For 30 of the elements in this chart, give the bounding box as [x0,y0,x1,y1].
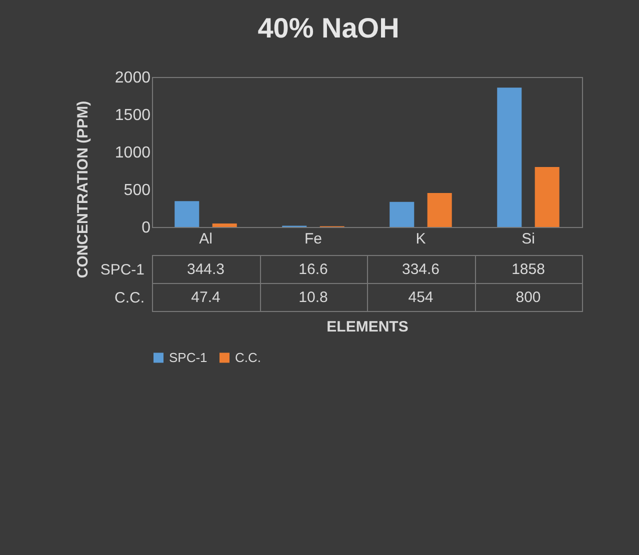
data-label: 334.6 [402,261,440,278]
x-tick-label: Si [522,230,535,248]
bar [174,201,200,227]
y-axis-title: CONCENTRATION (PPM) [74,100,92,278]
x-axis-title: ELEMENTS [326,318,408,336]
data-label: 344.3 [186,261,225,278]
data-label: 47.4 [191,289,220,306]
y-tick-label: 500 [124,182,151,199]
bar [534,167,560,227]
bar [212,223,237,227]
bar [497,88,522,227]
bar [390,202,414,227]
x-tick-label: K [416,230,426,248]
y-tick-label: 1000 [114,144,151,162]
data-label: 16.6 [298,261,328,278]
y-tick-label: 0 [142,220,151,236]
legend-label: SPC-1 [169,350,208,365]
chart-title: 40% NaOH [258,12,400,44]
y-tick-label: 2000 [114,70,151,86]
x-tick-label: Fe [304,230,322,248]
data-label: 454 [408,289,434,306]
data-label: 1858 [512,261,545,278]
text: C.C. [114,290,144,306]
bar [427,192,452,227]
data-label: 10.8 [298,289,328,306]
legend-label: C.C. [235,350,261,365]
text: SPC-1 [100,262,144,278]
x-tick-label: Al [199,230,212,248]
y-tick-label: 1500 [114,107,151,124]
data-label: 800 [516,289,541,306]
